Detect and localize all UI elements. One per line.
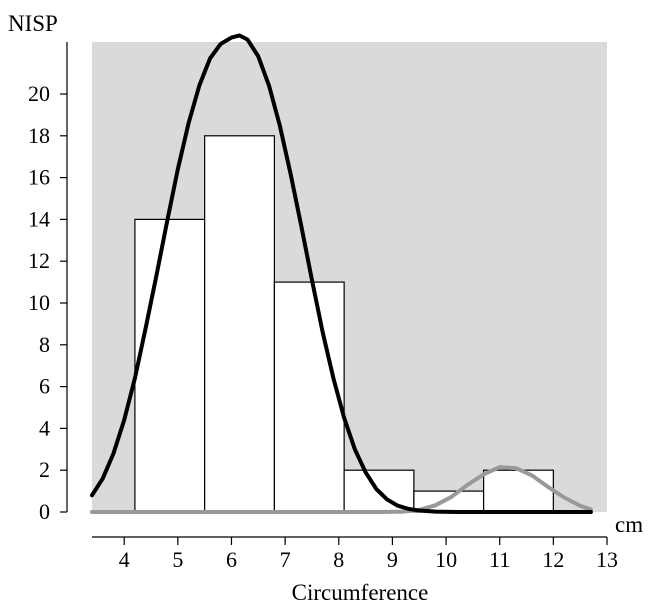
- x-tick-label: 6: [226, 547, 237, 572]
- x-tick-label: 4: [119, 547, 130, 572]
- y-axis-title: NISP: [8, 11, 58, 36]
- fitted-curve: [90, 33, 593, 514]
- y-tick-label: 10: [28, 290, 50, 315]
- histogram-bar: [273, 281, 345, 513]
- y-tick-label: 8: [39, 332, 50, 357]
- y-tick-label: 2: [39, 457, 50, 482]
- y-tick-label: 16: [28, 165, 50, 190]
- x-tick-label: 12: [542, 547, 564, 572]
- y-tick-label: 4: [39, 415, 50, 440]
- x-tick-label: 11: [489, 547, 510, 572]
- x-tick-label: 7: [280, 547, 291, 572]
- y-axis-ticks: 0 2 4 6 8 10 12 14 16 18 20: [28, 81, 67, 524]
- histogram-bars: [134, 135, 554, 513]
- fitted-curve: [90, 465, 593, 514]
- y-tick-label: 20: [28, 81, 50, 106]
- x-axis-ticks: 4 5 6 7 8 9 10 11 12 13: [119, 537, 618, 572]
- x-axis-unit: cm: [615, 512, 643, 537]
- x-axis-title: Circumference: [292, 580, 429, 605]
- histogram-bar: [483, 469, 554, 513]
- histogram-bar: [134, 218, 206, 513]
- y-tick-label: 0: [39, 499, 50, 524]
- x-tick-label: 13: [596, 547, 618, 572]
- y-tick-label: 12: [28, 248, 50, 273]
- x-tick-label: 5: [172, 547, 183, 572]
- x-tick-label: 8: [333, 547, 344, 572]
- y-tick-label: 14: [28, 206, 50, 231]
- histogram-bar: [204, 135, 275, 513]
- y-tick-label: 18: [28, 123, 50, 148]
- y-tick-label: 6: [39, 374, 50, 399]
- fitted-curves: [90, 33, 593, 514]
- x-tick-label: 9: [387, 547, 398, 572]
- x-tick-label: 10: [435, 547, 457, 572]
